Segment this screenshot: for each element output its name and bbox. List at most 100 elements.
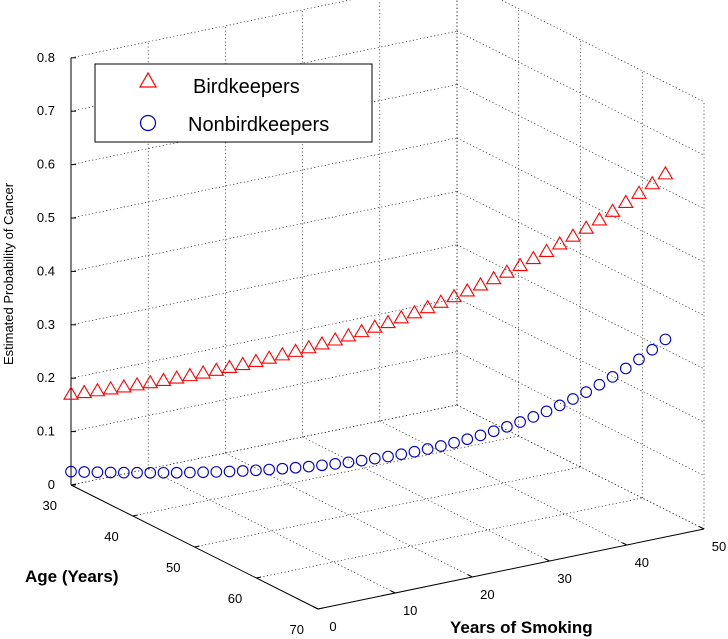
data-point-birdkeepers [181, 367, 198, 382]
data-point-nonbirdkeepers [461, 433, 474, 446]
tick-labels: 0 0.1 0.2 0.3 0.4 0.5 0.6 0.7 0.8 30 40 50 60 70 0 10 20… [37, 50, 726, 637]
data-point-nonbirdkeepers [368, 452, 381, 465]
z-tick-label: 0 [48, 477, 55, 492]
data-point-birdkeepers [287, 343, 304, 357]
z-tick-label: 0.6 [37, 157, 55, 172]
grid [70, 0, 705, 610]
data-point-nonbirdkeepers [223, 465, 236, 478]
data-point-nonbirdkeepers [514, 416, 526, 428]
back-wall-gridline [70, 84, 458, 165]
data-point-birdkeepers [129, 376, 146, 391]
back-wall-gridline [70, 137, 458, 219]
data-point-nonbirdkeepers [289, 461, 302, 474]
z-tick-label: 0.5 [37, 210, 55, 225]
back-wall-gridline [70, 244, 458, 326]
data-point-birdkeepers [564, 228, 581, 242]
floor-gridline [256, 497, 643, 579]
data-point-nonbirdkeepers [606, 371, 619, 383]
y-tick-label: 50 [166, 560, 180, 575]
data-point-birdkeepers [221, 359, 238, 374]
data-point-nonbirdkeepers [646, 343, 659, 356]
data-point-birdkeepers [432, 294, 449, 308]
data-point-nonbirdkeepers [355, 454, 368, 467]
x-axis-label: Years of Smoking [450, 618, 593, 637]
z-axis-label: Estimated Probability of Cancer [1, 182, 16, 365]
x-tick-label: 20 [480, 587, 494, 602]
data-point-nonbirdkeepers [78, 466, 91, 478]
y-tick-mark [194, 545, 200, 548]
data-point-birdkeepers [76, 384, 93, 399]
data-point-nonbirdkeepers [421, 443, 434, 455]
data-point-nonbirdkeepers [342, 456, 355, 469]
y-tick-label: 30 [43, 498, 57, 513]
data-point-birdkeepers [644, 175, 661, 190]
y-tick-label: 70 [290, 622, 304, 637]
data-point-nonbirdkeepers [210, 466, 223, 478]
x-tick-label: 50 [712, 539, 726, 554]
data-point-birdkeepers [155, 372, 172, 387]
x-tick-mark [313, 606, 319, 610]
x-tick-label: 40 [635, 555, 649, 570]
data-point-nonbirdkeepers [487, 425, 500, 438]
y-axis-label: Age (Years) [25, 567, 119, 586]
x-tick-mark [467, 574, 473, 578]
data-point-birdkeepers [327, 331, 344, 346]
data-point-nonbirdkeepers [250, 464, 262, 477]
y-tick-label: 40 [104, 529, 118, 544]
back-wall-gridline [70, 404, 458, 486]
data-point-birdkeepers [340, 327, 357, 342]
series-birdkeepers [63, 165, 674, 400]
data-point-nonbirdkeepers [567, 393, 579, 405]
data-point-nonbirdkeepers [263, 463, 275, 476]
series-nonbirdkeepers [65, 333, 672, 479]
data-point-nonbirdkeepers [316, 459, 328, 472]
data-point-nonbirdkeepers [540, 405, 553, 418]
data-point-nonbirdkeepers [408, 445, 421, 458]
data-point-birdkeepers [657, 165, 674, 180]
data-point-birdkeepers [89, 382, 106, 397]
data-point-birdkeepers [168, 370, 185, 384]
data-point-nonbirdkeepers [184, 466, 196, 479]
data-point-birdkeepers [604, 203, 621, 217]
data-point-birdkeepers [512, 257, 529, 272]
data-point-nonbirdkeepers [501, 420, 513, 433]
data-point-birdkeepers [380, 314, 396, 329]
y-tick-mark [317, 607, 323, 610]
data-point-nonbirdkeepers [65, 465, 77, 478]
data-point-nonbirdkeepers [395, 448, 408, 461]
data-point-nonbirdkeepers [382, 450, 394, 463]
data-point-birdkeepers [102, 380, 119, 395]
data-point-nonbirdkeepers [580, 386, 592, 398]
data-point-nonbirdkeepers [329, 458, 342, 470]
data-point-nonbirdkeepers [633, 353, 645, 366]
data-point-birdkeepers [446, 288, 463, 303]
data-point-birdkeepers [498, 264, 515, 278]
data-point-birdkeepers [234, 356, 251, 371]
data-point-birdkeepers [538, 243, 555, 257]
data-point-nonbirdkeepers [302, 460, 315, 473]
data-point-nonbirdkeepers [91, 466, 104, 479]
legend-triangle-marker-icon [138, 71, 158, 88]
back-wall-gridline [70, 297, 458, 379]
data-point-birdkeepers [300, 339, 317, 354]
x-tick-label: 30 [557, 571, 571, 586]
data-point-birdkeepers [261, 350, 278, 364]
data-point-nonbirdkeepers [197, 466, 209, 479]
data-point-birdkeepers [274, 346, 291, 361]
y-tick-mark [132, 514, 138, 517]
data-point-birdkeepers [406, 304, 423, 319]
data-point-birdkeepers [366, 319, 383, 333]
data-point-birdkeepers [142, 374, 159, 389]
z-tick-label: 0.7 [37, 103, 55, 118]
x-axis-line [317, 528, 705, 610]
data-point-birdkeepers [551, 235, 568, 250]
x-tick-label: 0 [329, 619, 336, 634]
z-tick-label: 0.4 [37, 263, 55, 278]
z-tick-label: 0.8 [37, 50, 55, 65]
z-tick-label: 0.1 [37, 424, 55, 439]
data-point-birdkeepers [459, 282, 476, 297]
data-point-birdkeepers [591, 211, 608, 226]
x-tick-mark [390, 590, 396, 594]
data-point-birdkeepers [247, 353, 264, 367]
